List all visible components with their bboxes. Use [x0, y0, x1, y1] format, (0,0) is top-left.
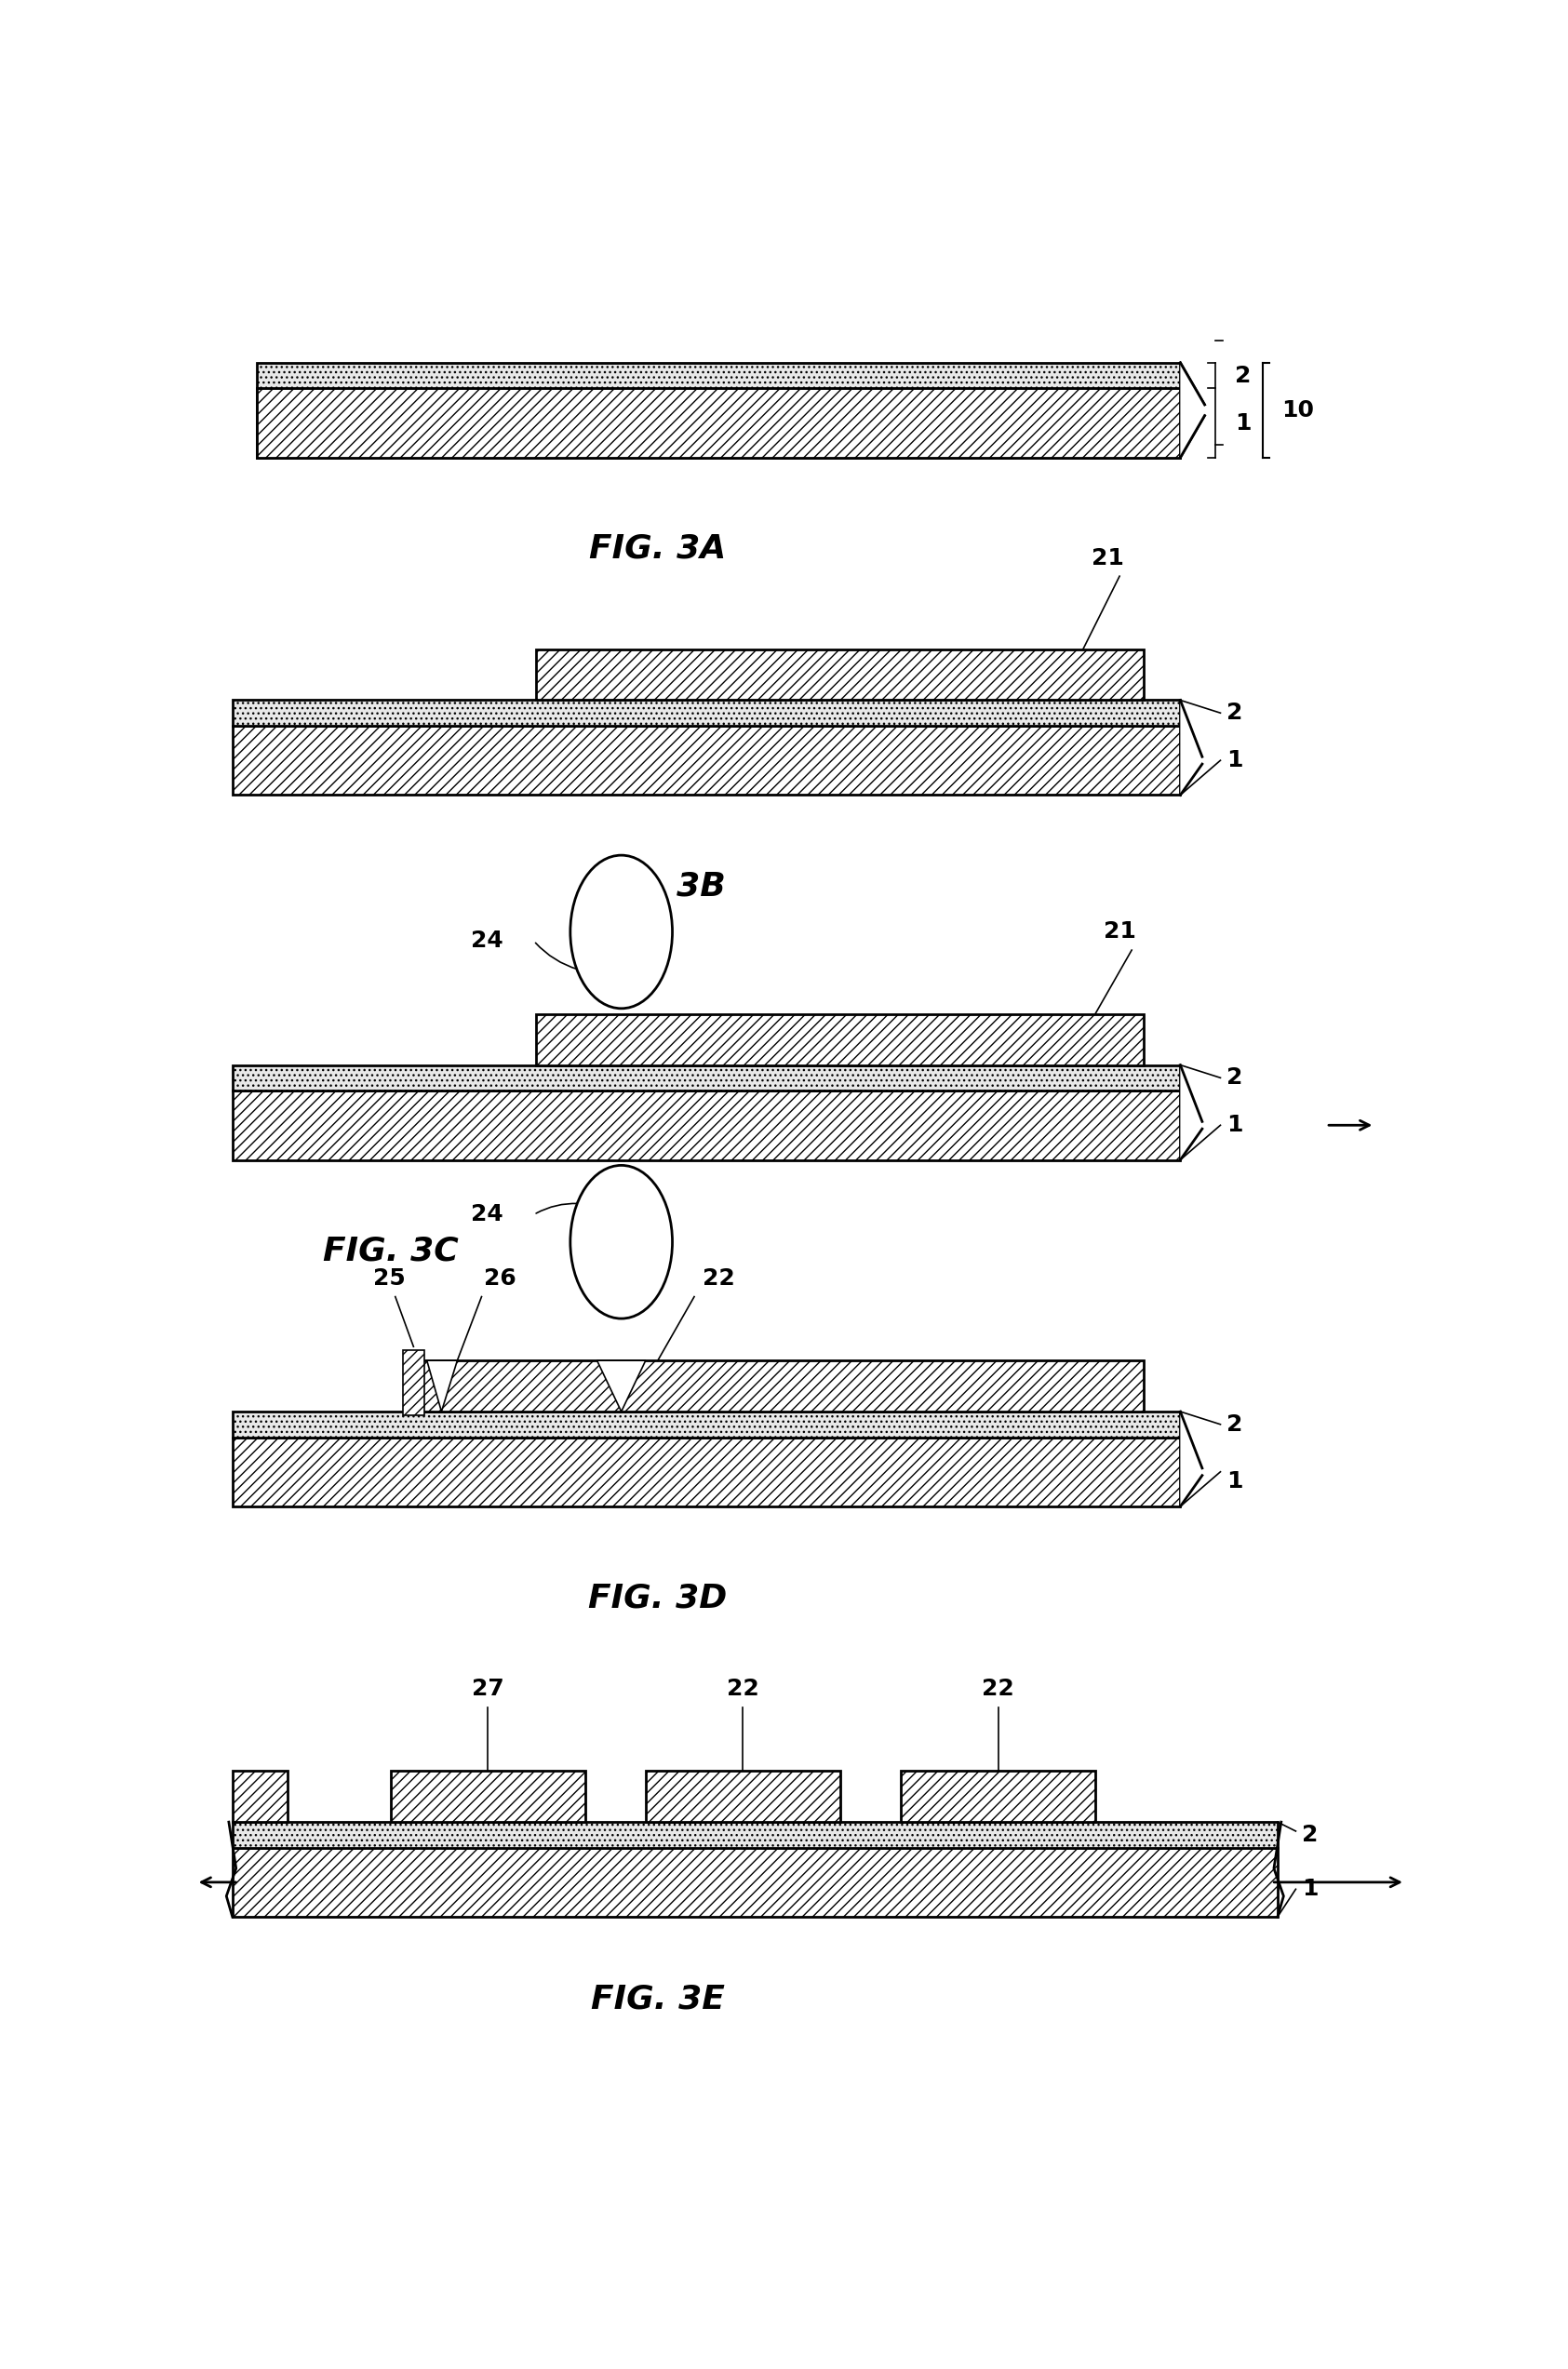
Bar: [646, 1772, 840, 1822]
Circle shape: [571, 855, 673, 1009]
Bar: [232, 1066, 1181, 1090]
Bar: [414, 1360, 1145, 1412]
Bar: [390, 1772, 585, 1822]
Bar: [536, 649, 1145, 701]
Bar: [232, 1438, 1181, 1507]
Text: 22: 22: [982, 1677, 1014, 1701]
Text: 24: 24: [470, 1203, 503, 1225]
Bar: [232, 1822, 1278, 1848]
Text: 2: 2: [1226, 1066, 1243, 1090]
Bar: [232, 1848, 1278, 1917]
Polygon shape: [1181, 1412, 1204, 1507]
Text: FIG. 3A: FIG. 3A: [590, 533, 726, 564]
Text: 1: 1: [1226, 749, 1243, 772]
Text: 26: 26: [483, 1267, 516, 1289]
Text: 22: 22: [726, 1677, 759, 1701]
Text: 1: 1: [1236, 412, 1251, 434]
Bar: [257, 362, 1181, 389]
Text: FIG. 3E: FIG. 3E: [591, 1983, 724, 2014]
Bar: [232, 1412, 1181, 1438]
Text: 2: 2: [1301, 1824, 1319, 1845]
Bar: [232, 1090, 1181, 1161]
Text: 2: 2: [1226, 701, 1243, 725]
Text: 21: 21: [1091, 547, 1124, 569]
Text: FIG. 3C: FIG. 3C: [323, 1234, 458, 1267]
Polygon shape: [1181, 362, 1204, 457]
Text: 2: 2: [1226, 1414, 1243, 1436]
Polygon shape: [426, 1360, 458, 1412]
Bar: [403, 1350, 425, 1414]
Text: 1: 1: [1226, 1113, 1243, 1137]
Bar: [232, 1772, 287, 1822]
Text: 22: 22: [702, 1267, 735, 1289]
Polygon shape: [1181, 701, 1204, 796]
Text: FIG. 3B: FIG. 3B: [590, 869, 726, 903]
Text: 1: 1: [1301, 1879, 1319, 1900]
Text: 1: 1: [1226, 1469, 1243, 1492]
Bar: [900, 1772, 1094, 1822]
Bar: [232, 725, 1181, 796]
Polygon shape: [1181, 1066, 1204, 1161]
Text: 21: 21: [1104, 922, 1135, 943]
Text: FIG. 3D: FIG. 3D: [588, 1582, 728, 1613]
Bar: [232, 701, 1181, 725]
Bar: [536, 1014, 1145, 1066]
Text: 24: 24: [470, 929, 503, 952]
Bar: [257, 389, 1181, 457]
Text: 10: 10: [1281, 398, 1314, 422]
Text: 2: 2: [1236, 365, 1251, 386]
Text: 25: 25: [373, 1267, 406, 1289]
Circle shape: [571, 1166, 673, 1320]
Polygon shape: [597, 1360, 646, 1412]
Bar: [257, 389, 1181, 457]
Text: 27: 27: [472, 1677, 503, 1701]
